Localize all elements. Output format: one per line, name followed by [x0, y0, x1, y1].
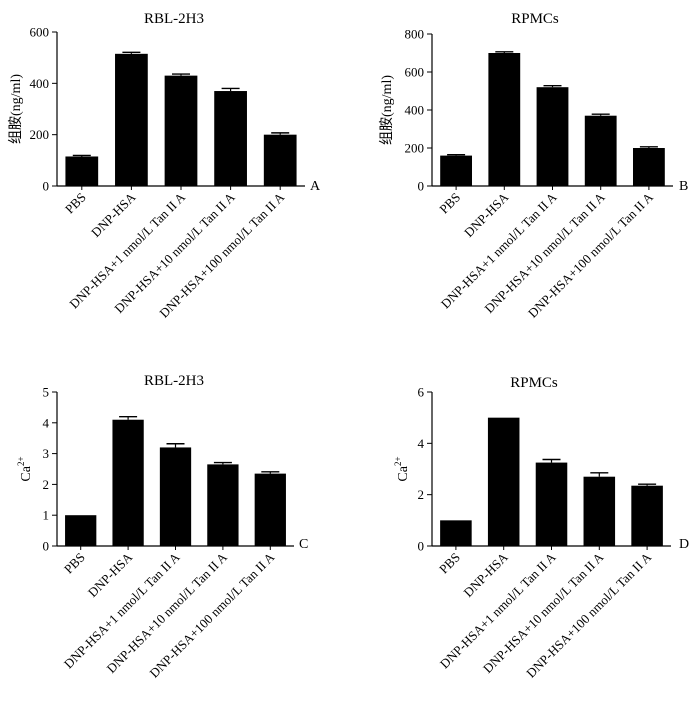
bar — [631, 485, 663, 546]
y-tick-label: 600 — [405, 65, 425, 80]
y-tick-label: 0 — [43, 539, 50, 554]
bar — [632, 148, 665, 186]
x-tick-label: DNP-HSA — [461, 189, 512, 240]
panel-label: A — [310, 179, 321, 194]
bar — [263, 134, 297, 186]
bar — [440, 155, 473, 186]
y-tick-label: 800 — [405, 27, 425, 42]
x-tick-label: DNP-HSA — [88, 189, 139, 240]
x-tick-label: DNP-HSA — [460, 549, 511, 600]
y-tick-label: 200 — [30, 127, 50, 142]
y-tick-label: 5 — [43, 385, 50, 400]
y-tick-label: 600 — [30, 25, 50, 40]
bar — [112, 419, 144, 546]
bar — [583, 476, 616, 546]
y-tick-label: 0 — [418, 179, 425, 194]
panel-label: B — [679, 179, 688, 194]
bar — [65, 515, 97, 546]
bar — [214, 91, 247, 186]
bar — [115, 53, 148, 186]
bar — [254, 473, 286, 546]
bar — [536, 87, 569, 186]
x-tick-label: PBS — [61, 550, 88, 577]
chart-title: RPMCs — [511, 11, 559, 27]
y-tick-label: 2 — [418, 487, 425, 502]
y-tick-label: 6 — [418, 385, 425, 400]
bar — [164, 75, 198, 186]
x-tick-label: PBS — [436, 190, 463, 217]
y-tick-label: 2 — [43, 477, 50, 492]
bar — [440, 520, 472, 546]
y-tick-label: 0 — [43, 179, 50, 194]
bar — [487, 417, 520, 546]
y-tick-label: 3 — [43, 446, 50, 461]
y-tick-label: 400 — [30, 76, 50, 91]
x-tick-label: PBS — [62, 190, 89, 217]
chart-title: RPMCs — [510, 375, 558, 391]
y-axis-label: 组胺(ng/ml) — [8, 74, 24, 144]
y-tick-label: 4 — [418, 436, 425, 451]
y-tick-label: 1 — [43, 508, 50, 523]
y-axis-label: Ca2+ — [16, 456, 34, 481]
bar — [159, 447, 192, 546]
bar — [535, 462, 568, 546]
panel-label: D — [679, 537, 689, 552]
y-axis-label: 组胺(ng/ml) — [379, 75, 395, 145]
y-tick-label: 200 — [405, 141, 425, 156]
x-tick-label: PBS — [436, 550, 463, 577]
y-tick-label: 4 — [43, 415, 50, 430]
panel-label: C — [299, 537, 308, 552]
y-tick-label: 0 — [418, 539, 425, 554]
y-axis-label: Ca2+ — [393, 456, 411, 481]
bar — [584, 115, 617, 186]
bar — [65, 156, 99, 186]
bar — [488, 53, 521, 186]
chart-title: RBL-2H3 — [144, 11, 204, 27]
chart-title: RBL-2H3 — [144, 373, 204, 389]
y-tick-label: 400 — [405, 103, 425, 118]
bar — [207, 464, 239, 546]
